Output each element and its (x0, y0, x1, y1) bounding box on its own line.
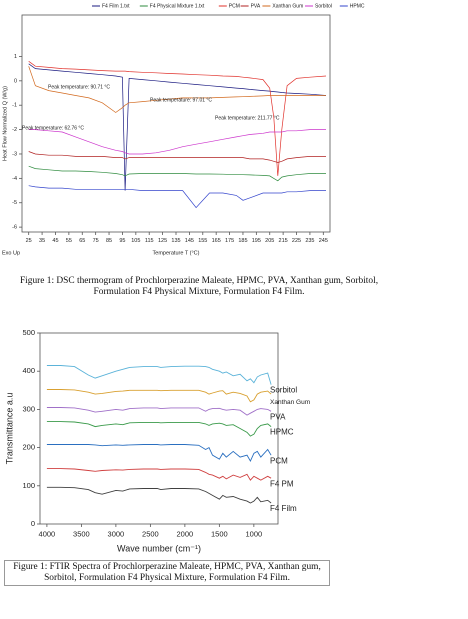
series-line (28, 66, 326, 113)
series-line (46, 486, 272, 504)
series-line (46, 389, 272, 403)
x-tick-label: 195 (252, 238, 261, 244)
x-tick-label: 75 (93, 238, 99, 244)
series-line (28, 185, 326, 209)
series-line (28, 151, 326, 163)
figure-caption: Figure 1: DSC thermogram of Prochlorpera… (19, 276, 379, 297)
annotation: Peak temperature: 97.01 °C (150, 97, 212, 103)
series-line (46, 365, 272, 385)
series-line (28, 61, 327, 176)
series-line (46, 407, 272, 416)
plot-frame (39, 332, 279, 525)
x-tick-label: 115 (145, 238, 154, 244)
y-tick-label: 300 (22, 404, 35, 413)
series-line (46, 444, 272, 462)
y-tick-label: 400 (22, 366, 35, 375)
figure-caption: Figure 1: FTIR Spectra of Prochlorperazi… (4, 560, 330, 586)
plot-frame (21, 14, 331, 233)
legend-label: PVA (251, 3, 261, 9)
x-tick-label: 3500 (73, 529, 90, 538)
x-tick-label: 145 (185, 238, 194, 244)
y-tick-label: 500 (22, 328, 35, 337)
x-axis-label: Temperature T (°C) (153, 250, 200, 256)
x-tick-label: 225 (292, 238, 301, 244)
series-line (46, 421, 272, 437)
y-tick-label: -2 (12, 127, 17, 133)
legend-label: F4 Film 1.txt (102, 3, 130, 9)
x-tick-label: 165 (212, 238, 221, 244)
series-line (46, 468, 272, 481)
x-tick-label: 245 (319, 238, 328, 244)
annotation: Peak temperature: 62.76 °C (22, 125, 84, 131)
series-label: F4 Film (270, 504, 297, 513)
y-axis-label: Heat Flow Normalized Q (W/g) (2, 86, 8, 161)
y-tick-label: 200 (22, 443, 35, 452)
series-line (28, 165, 326, 182)
x-tick-label: 3000 (108, 529, 125, 538)
x-tick-label: 205 (265, 238, 274, 244)
series-label: Xanthan Gum (270, 399, 310, 406)
y-tick-label: 1 (14, 54, 17, 60)
x-tick-label: 125 (158, 238, 167, 244)
x-tick-label: 4000 (39, 529, 56, 538)
annotation: Peak temperature: 211.77 °C (215, 115, 280, 121)
x-tick-label: 155 (198, 238, 207, 244)
x-tick-label: 1500 (211, 529, 228, 538)
series-label: F4 PM (270, 479, 294, 488)
y-tick-label: -3 (12, 151, 17, 157)
exo-label: Exo Up (2, 250, 20, 256)
x-tick-label: 95 (119, 238, 125, 244)
legend-label: Sorbitol (315, 3, 332, 9)
y-tick-label: -1 (12, 103, 17, 109)
series-line (28, 129, 326, 155)
y-tick-label: 0 (14, 78, 17, 84)
x-tick-label: 55 (66, 238, 72, 244)
series-label: Sorbitol (270, 386, 297, 395)
series-label: PCM (270, 456, 288, 465)
x-tick-label: 105 (131, 238, 140, 244)
legend-label: HPMC (350, 3, 365, 9)
x-tick-label: 35 (39, 238, 45, 244)
x-tick-label: 25 (26, 238, 32, 244)
y-tick-label: -4 (12, 176, 17, 182)
x-tick-label: 215 (279, 238, 288, 244)
x-tick-label: 85 (106, 238, 112, 244)
x-tick-label: 235 (305, 238, 314, 244)
series-line (28, 63, 327, 191)
y-axis-label: Transmittance a.u (4, 393, 14, 465)
x-tick-label: 135 (171, 238, 180, 244)
x-tick-label: 2500 (142, 529, 159, 538)
legend-label: PCM (229, 3, 240, 9)
x-tick-label: 185 (238, 238, 247, 244)
x-tick-label: 45 (52, 238, 58, 244)
series-label: HPMC (270, 428, 294, 437)
y-tick-label: 100 (22, 481, 35, 490)
legend-label: F4 Physical Mixture 1.txt (150, 3, 205, 9)
y-tick-label: -5 (12, 200, 17, 206)
x-tick-label: 2000 (177, 529, 194, 538)
series-label: PVA (270, 412, 286, 421)
x-tick-label: 175 (225, 238, 234, 244)
y-tick-label: 0 (31, 519, 35, 528)
legend-label: Xanthan Gum (272, 3, 303, 9)
x-axis-label: Wave number (cm⁻¹) (117, 543, 201, 553)
x-tick-label: 65 (79, 238, 85, 244)
y-tick-label: -6 (12, 225, 17, 231)
x-tick-label: 1000 (246, 529, 263, 538)
annotation: Peak temperature: 90.71 °C (48, 84, 110, 90)
